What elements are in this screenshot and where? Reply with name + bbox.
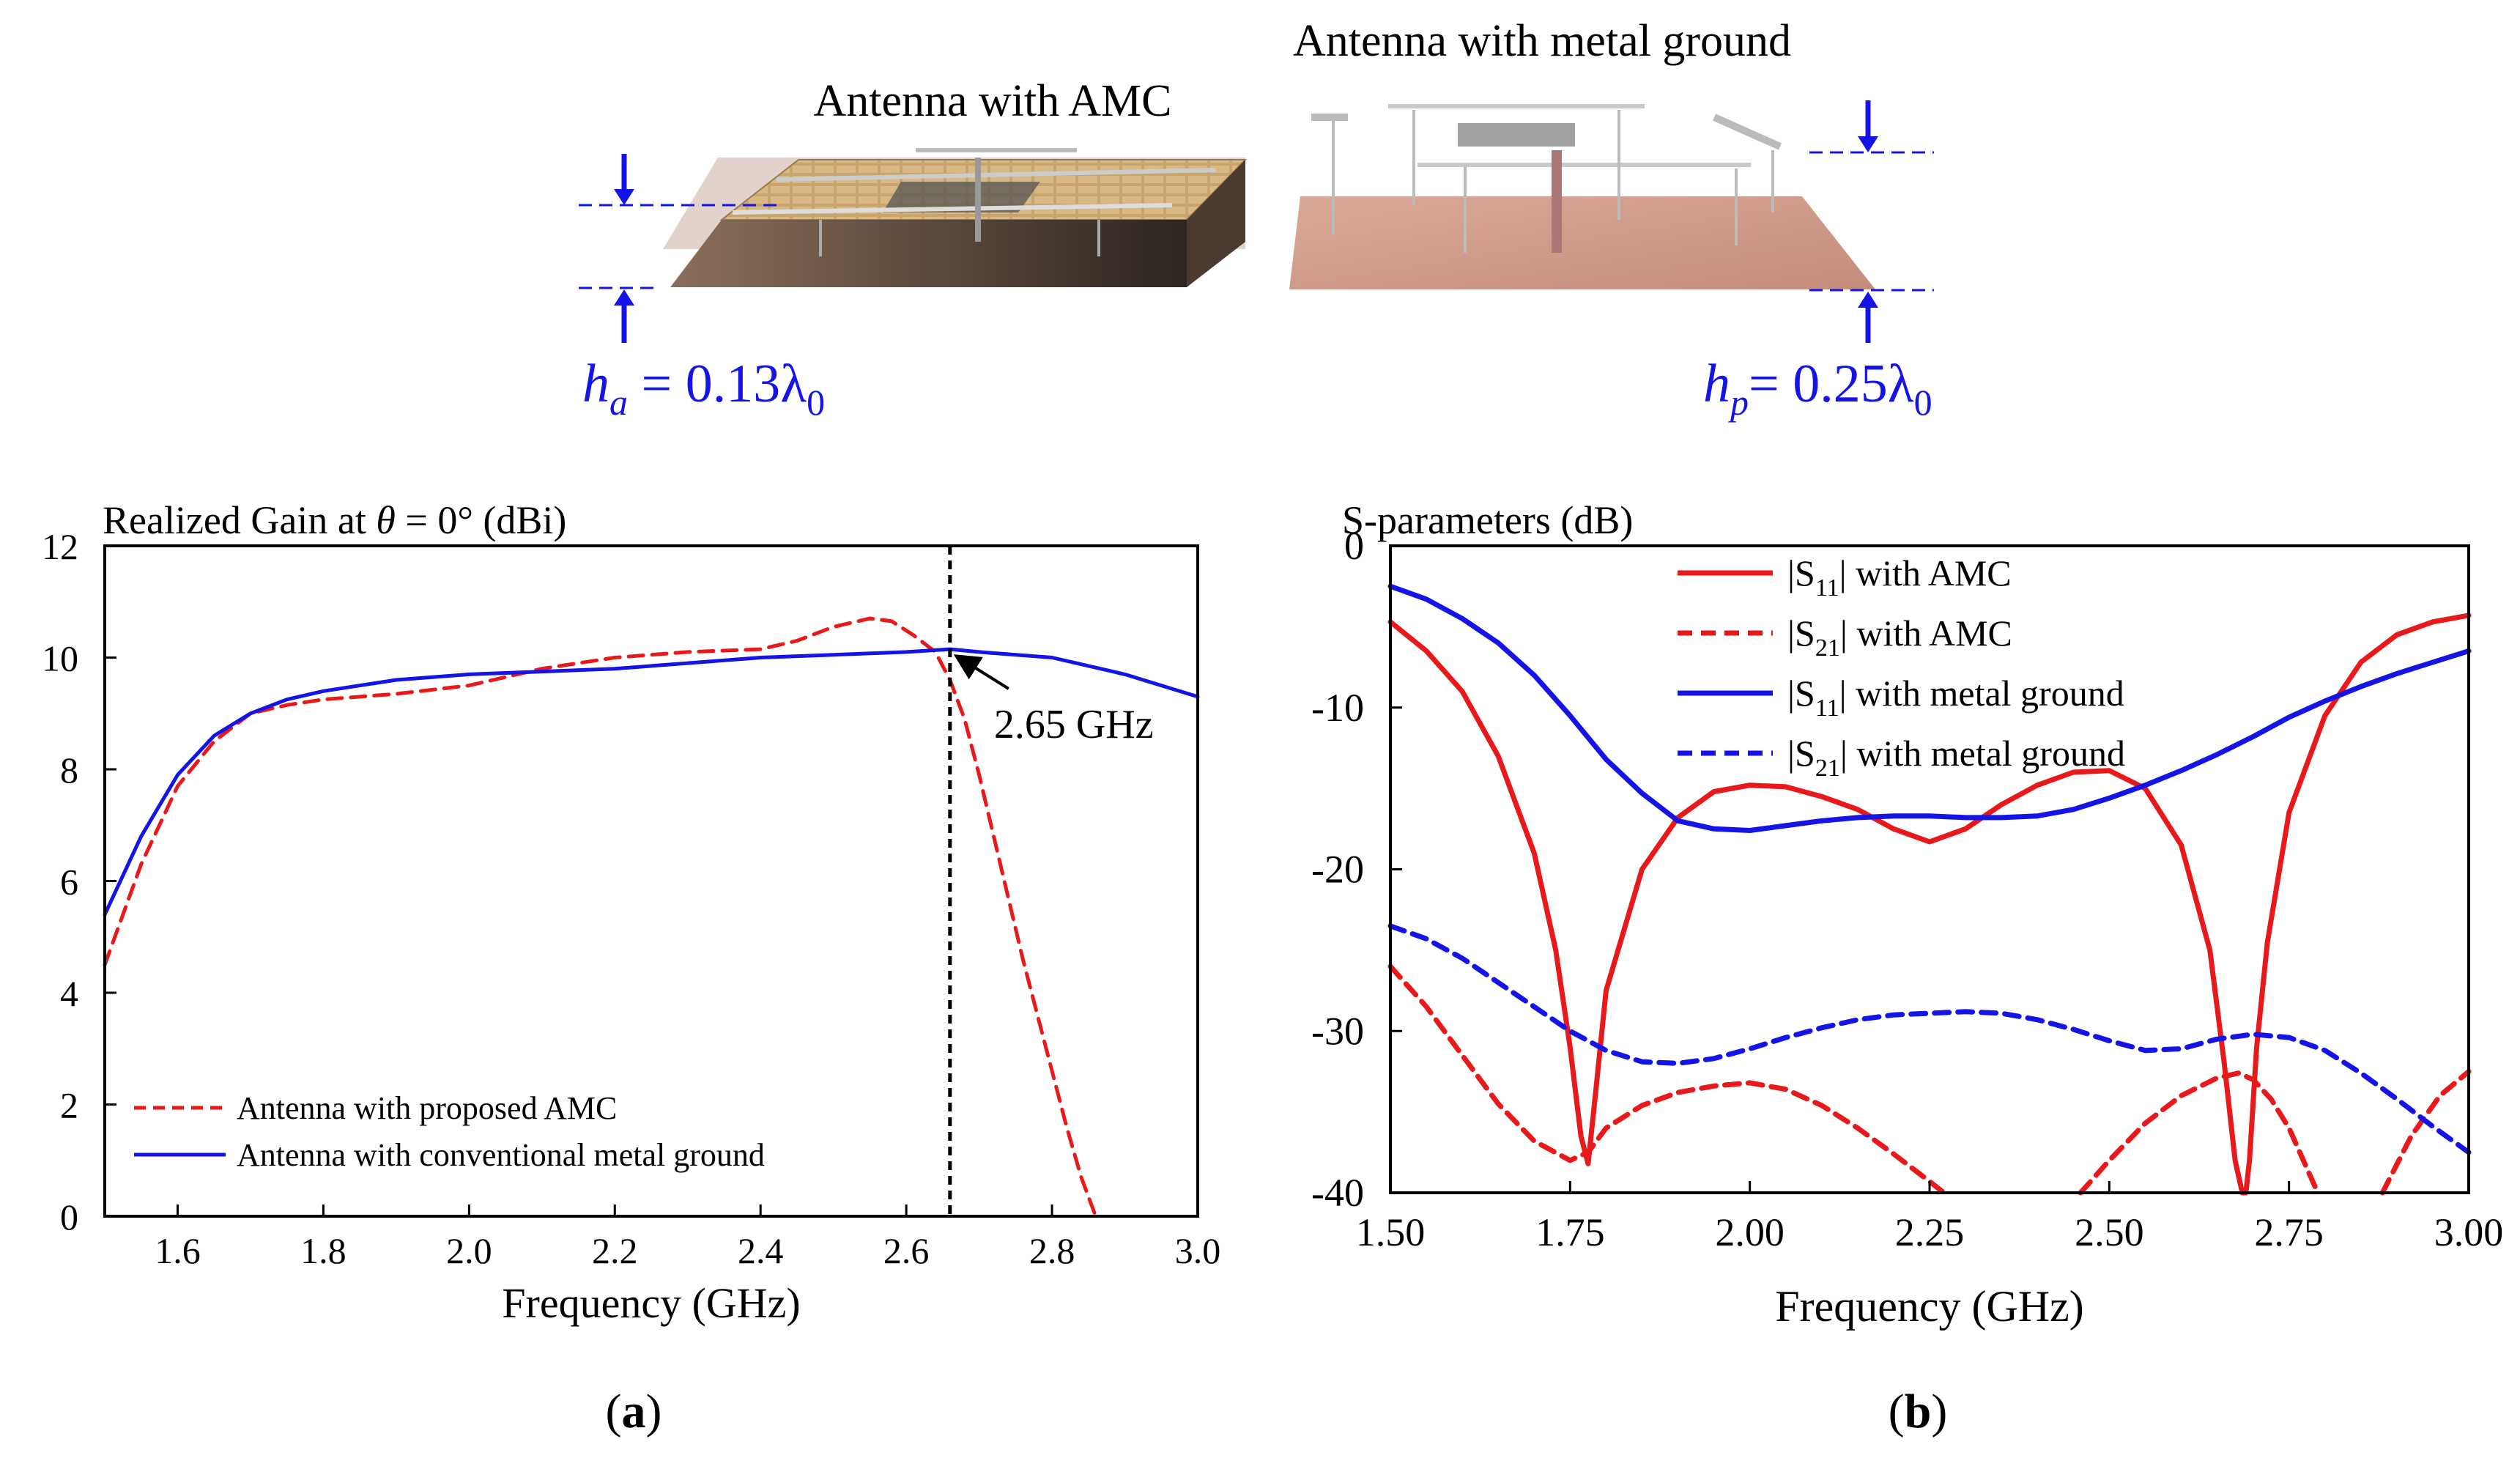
- metal-ground-antenna-model: [1289, 104, 1875, 289]
- y-tick-label-8: 8: [60, 750, 78, 791]
- x-tick-label-1-8: 1.8: [300, 1230, 346, 1271]
- marker-label: 2.65 GHz: [994, 702, 1154, 747]
- x-tick-label-2-2: 2.2: [592, 1230, 638, 1271]
- ha-subscript: a: [609, 382, 628, 423]
- hp-subscript: p: [1728, 382, 1749, 423]
- y-tick-label-0: 0: [1344, 524, 1364, 568]
- legend-label-s11-with-metal-ground: |S11| with metal ground: [1787, 673, 2124, 722]
- x-tick-label-3-00: 3.00: [2434, 1210, 2504, 1254]
- x-tick-label-2-25: 2.25: [1895, 1210, 1965, 1254]
- x-tick-label-2-4: 2.4: [738, 1230, 784, 1271]
- x-tick-label-2-8: 2.8: [1029, 1230, 1075, 1271]
- gain-x-axis-label: Frequency (GHz): [502, 1279, 800, 1327]
- y-tick-label-40: -40: [1311, 1171, 1364, 1215]
- s-parameter-x-axis-label: Frequency (GHz): [1775, 1282, 2084, 1331]
- amc-antenna-model: [663, 148, 1248, 287]
- panel-label-b: (b): [1889, 1385, 1948, 1438]
- legend-label-metal-ground: Antenna with conventional metal ground: [237, 1137, 765, 1173]
- y-tick-label-10: 10: [42, 638, 78, 679]
- gain-series-layer: [103, 616, 1200, 1218]
- y-tick-label-4: 4: [60, 973, 78, 1014]
- s-parameter-series-layer: [1387, 583, 2472, 1196]
- series-line-antenna-with-proposed-amc: [103, 616, 1098, 1218]
- amc-antenna-title: Antenna with AMC: [813, 76, 1171, 126]
- metal-antenna-title: Antenna with metal ground: [1293, 16, 1791, 66]
- y-tick-label-6: 6: [60, 862, 78, 903]
- hp-value: = 0.25λ: [1749, 354, 1914, 414]
- y-tick-label-30: -30: [1311, 1009, 1364, 1053]
- panel-letter-a: a: [622, 1385, 646, 1438]
- hp-symbol: h: [1703, 354, 1730, 414]
- gain-title-theta: θ: [376, 498, 396, 542]
- gain-title-prefix: Realized Gain at: [103, 498, 376, 542]
- x-tick-label-2-6: 2.6: [883, 1230, 930, 1271]
- y-tick-label-0: 0: [60, 1196, 78, 1237]
- s-parameter-chart-title: S-parameters (dB): [1342, 498, 1633, 542]
- gain-chart-title: Realized Gain at θ = 0° (dBi): [103, 498, 566, 542]
- panel-label-a: (a): [606, 1385, 662, 1438]
- gain-title-suffix: = 0° (dBi): [396, 498, 567, 542]
- gain-chart: Realized Gain at θ = 0° (dBi) 1.6 1.8 2.0 2…: [42, 498, 1220, 1438]
- x-tick-label-2-50: 2.50: [2075, 1210, 2144, 1254]
- legend-label-s21-with-amc: |S21| with AMC: [1787, 613, 2012, 662]
- panel-letter-b: b: [1905, 1385, 1932, 1438]
- x-tick-label-1-75: 1.75: [1535, 1210, 1605, 1254]
- gain-legend: Antenna with proposed AMC Antenna with c…: [134, 1090, 765, 1173]
- s-parameter-chart: S-parameters (dB) 1.50 1.75 2.00 2.25 2.50 2.…: [1311, 498, 2503, 1438]
- x-tick-label-1-50: 1.50: [1356, 1210, 1426, 1254]
- y-tick-label-10: -10: [1311, 686, 1364, 730]
- y-tick-label-2: 2: [60, 1085, 78, 1126]
- x-tick-label-1-6: 1.6: [155, 1230, 201, 1271]
- ha-value: = 0.13λ: [628, 354, 807, 414]
- legend-label-s11-with-amc: |S11| with AMC: [1787, 552, 2012, 602]
- ha-value-subscript: 0: [807, 382, 825, 423]
- series-line-s21-with-amc: [1387, 963, 2472, 1196]
- hp-dimension: [1809, 100, 1934, 343]
- series-line-s11-with-amc: [1387, 613, 2472, 1196]
- x-tick-label-3-0: 3.0: [1175, 1230, 1221, 1271]
- series-line-s21-with-metal-ground: [1387, 923, 2472, 1155]
- legend-label-proposed-amc: Antenna with proposed AMC: [237, 1090, 617, 1126]
- hp-label: hp= 0.25λ0: [1703, 354, 1932, 423]
- marker-arrow: [953, 654, 1009, 690]
- ha-symbol: h: [582, 354, 609, 414]
- x-tick-label-2-75: 2.75: [2254, 1210, 2324, 1254]
- x-tick-label-2-00: 2.00: [1715, 1210, 1785, 1254]
- x-tick-label-2-0: 2.0: [446, 1230, 492, 1271]
- legend-label-s21-with-metal-ground: |S21| with metal ground: [1787, 733, 2125, 782]
- ha-dimension: [579, 154, 777, 343]
- y-tick-label-20: -20: [1311, 848, 1364, 892]
- series-line-antenna-with-conventional-metal-ground: [103, 647, 1200, 917]
- y-tick-label-12: 12: [42, 526, 78, 567]
- series-line-s11-with-metal-ground: [1387, 583, 2472, 833]
- hp-value-subscript: 0: [1914, 382, 1932, 423]
- s-parameter-legend: |S11| with AMC |S21| with AMC |S11| with m…: [1678, 552, 2125, 782]
- illustration: Antenna with AMC Antenna with metal grou…: [579, 16, 1934, 423]
- ha-label: ha = 0.13λ0: [582, 354, 825, 423]
